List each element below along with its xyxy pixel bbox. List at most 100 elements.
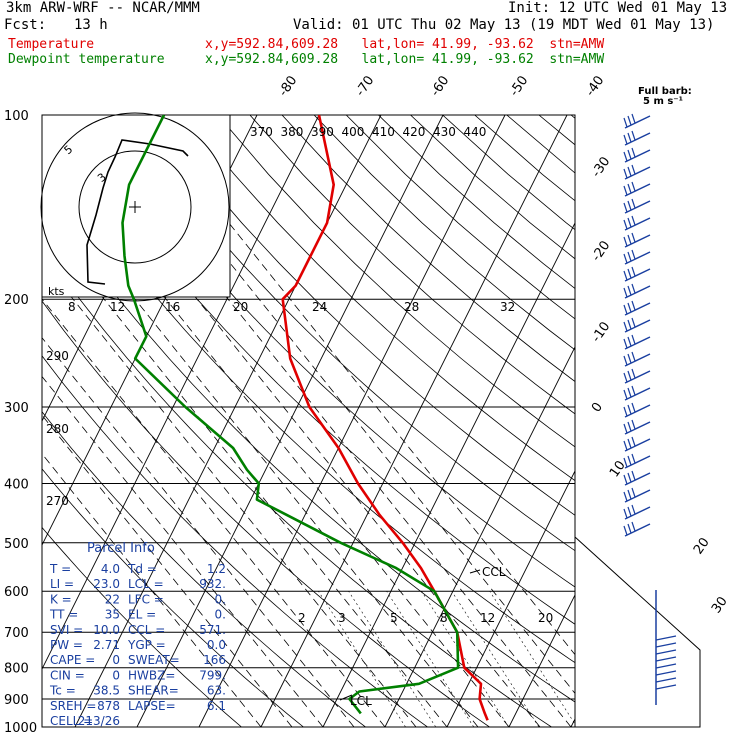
wind-barb <box>623 249 651 265</box>
isotherm-label: -20 <box>589 238 613 264</box>
lcl-label: LCL <box>350 694 372 708</box>
parcel-field-label: TT = <box>49 608 78 622</box>
wind-barb-flag <box>627 353 632 364</box>
mixing-ratio-line <box>318 591 406 727</box>
hodograph-frame <box>41 114 231 298</box>
wind-barb-staff <box>624 251 651 265</box>
forecast-label: Fcst: <box>4 17 47 33</box>
isotherm-label: -50 <box>507 73 531 99</box>
wind-barb <box>623 232 651 248</box>
isotherm-label: 0 <box>589 400 606 415</box>
wind-barb-staff <box>624 234 651 248</box>
mixing-ratio-line <box>451 591 540 727</box>
wind-barb-flag <box>623 372 628 383</box>
wind-barb-flag <box>627 183 632 194</box>
moist-adiabat-line <box>142 115 575 656</box>
upper-scale-label: 16 <box>165 300 180 314</box>
pressure-tick-label: 400 <box>4 477 29 492</box>
moist-adiabat-line <box>42 298 386 727</box>
moist-adiabat-line <box>80 115 572 727</box>
dry-adiabat-line <box>153 115 575 516</box>
dry-adiabat-line <box>185 115 575 482</box>
wind-barb-staff <box>624 523 651 537</box>
wind-barb-flag <box>627 200 632 211</box>
parcel-field-label: CELL = <box>50 714 93 728</box>
wind-barb-flag <box>623 304 628 315</box>
wind-barb-staff <box>624 336 651 350</box>
parcel-field-label: LI = <box>50 577 74 591</box>
wind-barb-flag <box>631 232 636 243</box>
wind-barb <box>623 453 651 469</box>
wind-barb-flag <box>631 181 636 192</box>
parcel-field-label: CCL = <box>128 623 165 637</box>
wind-barb-staff <box>624 421 651 435</box>
parcel-field-value: 35 <box>105 608 120 622</box>
lower-wind-barb <box>655 670 677 676</box>
wind-barb-flag <box>627 319 632 330</box>
isotherm-label: -80 <box>276 73 300 99</box>
parcel-field-value: 0.0 <box>207 638 226 652</box>
parcel-field-label: SVI = <box>50 623 83 637</box>
wind-barb-flag <box>627 234 632 245</box>
parcel-field-label: SREH = <box>50 699 96 713</box>
wind-barb-staff <box>624 472 651 486</box>
mixing-ratio-label: 8 <box>440 611 448 625</box>
parcel-field-label: SWEAT= <box>128 653 180 667</box>
pressure-tick-label: 1000 <box>4 721 37 736</box>
wind-barb-flag <box>627 404 632 415</box>
wind-barb-flag <box>631 436 636 447</box>
moist-adiabat-line <box>42 182 479 727</box>
wind-barb-flag <box>627 421 632 432</box>
wind-barb-flag <box>623 117 628 128</box>
parcel-field-value: 166 <box>203 653 226 667</box>
dry-adiabat-line <box>42 246 552 727</box>
wind-barb <box>623 147 651 163</box>
wind-barb-flag <box>627 302 632 313</box>
hodograph-trace <box>86 139 189 285</box>
temperature-profile <box>281 115 489 721</box>
wind-barb-staff <box>624 285 651 299</box>
isotherm-line <box>322 221 575 727</box>
wind-barb-flag <box>631 419 636 430</box>
parcel-field-value: 1.2 <box>207 562 226 576</box>
wind-barb-staff <box>624 506 651 520</box>
wind-barb <box>623 487 651 503</box>
parcel-field-value: 4.0 <box>101 562 120 576</box>
wind-barb <box>623 266 651 282</box>
wind-barb-flag <box>623 406 628 417</box>
parcel-field-value: 0. <box>215 592 226 606</box>
potential-temperature-label: 380 <box>281 125 304 139</box>
parcel-field-value: 23.0 <box>93 577 120 591</box>
parcel-field-label: LCL = <box>128 577 164 591</box>
wind-barb-flag <box>627 268 632 279</box>
wind-barb-staff <box>624 166 651 180</box>
wind-barb-flag <box>623 287 628 298</box>
wind-barb-flag <box>623 355 628 366</box>
ccl-tick <box>469 569 481 574</box>
wind-barb-flag <box>623 491 628 502</box>
isotherm-line <box>384 345 575 727</box>
wind-barb-staff <box>624 200 651 214</box>
parcel-field-value: 0 <box>112 668 120 682</box>
wind-barb <box>623 419 651 435</box>
wind-barb-staff <box>624 489 651 503</box>
wind-barb-flag <box>631 198 636 209</box>
temperature-legend: Temperature <box>8 37 95 52</box>
lower-wind-barb <box>655 656 677 662</box>
wind-barb <box>623 436 651 452</box>
isotherm-line <box>508 593 575 727</box>
wind-barb-flag <box>631 453 636 464</box>
wind-barb-flag <box>623 270 628 281</box>
wind-barb-flag <box>623 253 628 264</box>
pressure-tick-label: 900 <box>4 693 29 708</box>
wind-barb-flag <box>631 266 636 277</box>
pressure-tick-label: 700 <box>4 626 29 641</box>
wind-barb-flag <box>627 387 632 398</box>
moist-adiabat-line <box>42 143 510 727</box>
upper-scale-label: 20 <box>233 300 248 314</box>
wind-barb <box>623 521 651 537</box>
wind-barb-flag <box>627 438 632 449</box>
isotherm-line <box>136 115 444 727</box>
isotherm-line <box>446 469 575 727</box>
isotherm-label: 30 <box>709 594 731 616</box>
